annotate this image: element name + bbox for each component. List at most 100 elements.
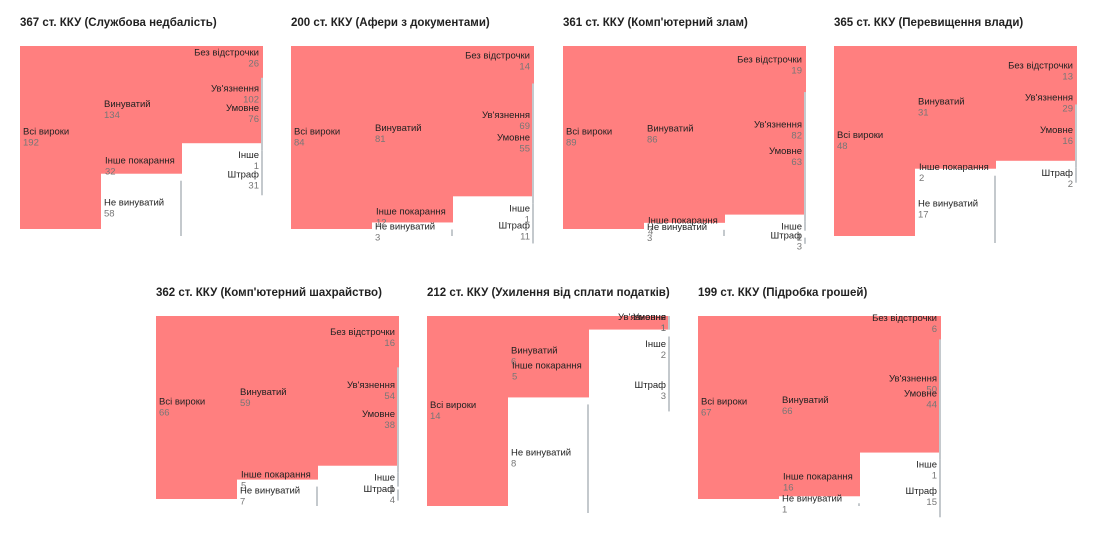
node-otherpun-edge: [804, 221, 806, 230]
value-other: 1: [254, 161, 259, 172]
label-cond: Умовне: [769, 146, 802, 157]
chart-title: 212 ст. ККУ (Ухилення від сплати податкі…: [427, 287, 670, 299]
node-prison: [860, 316, 941, 453]
value-fine: 31: [248, 180, 259, 191]
label-otherpun: Інше покарання: [241, 470, 311, 481]
node-real: [1075, 46, 1077, 98]
value-notguilty: 3: [375, 233, 380, 244]
value-fine: 11: [520, 231, 530, 242]
sankey-chart-367: 367 ст. ККУ (Службова недбалість) Всі ви…: [20, 0, 282, 262]
label-cond: Умовне: [633, 312, 666, 323]
value-prison: 69: [519, 121, 530, 132]
label-all: Всі вироки: [701, 397, 747, 408]
node-real: [532, 46, 534, 77]
label-all: Всі вироки: [566, 127, 612, 138]
value-otherpun: 4: [648, 227, 653, 238]
node-real: [397, 316, 399, 361]
label-real: Без відстрочки: [737, 55, 802, 66]
value-guilty: 86: [647, 134, 658, 145]
label-other: Інше: [781, 222, 802, 233]
label-cond: Умовне: [226, 103, 259, 114]
value-cond: 55: [519, 143, 530, 154]
value-guilty: 66: [782, 406, 793, 417]
node-prison: [318, 316, 399, 466]
value-all: 66: [159, 408, 170, 419]
label-otherpun: Інше покарання: [919, 162, 989, 173]
label-guilty: Винуватий: [240, 387, 287, 398]
label-all: Всі вироки: [837, 130, 883, 141]
value-guilty: 81: [375, 134, 386, 145]
node-fine: [939, 476, 941, 518]
label-fine: Штраф: [771, 231, 803, 242]
node-fine: [668, 370, 670, 412]
node-fine: [261, 165, 263, 196]
sankey-chart-200: 200 ст. ККУ (Афери з документами) Всі ви…: [291, 0, 553, 262]
value-notguilty: 3: [647, 233, 652, 244]
node-guilty: [237, 316, 318, 480]
value-guilty: 134: [104, 110, 120, 121]
value-other: 1: [797, 233, 802, 244]
node-real: [804, 46, 806, 86]
node-fine: [397, 489, 399, 501]
label-guilty: Винуватий: [918, 96, 965, 107]
sankey-chart-212: 212 ст. ККУ (Ухилення від сплати податкі…: [427, 270, 689, 532]
value-prison: 102: [243, 95, 259, 106]
value-otherpun: 16: [783, 482, 794, 493]
label-all: Всі вироки: [23, 127, 69, 138]
node-cond: [532, 83, 534, 204]
value-cond: 76: [248, 114, 259, 125]
node-all: [698, 316, 779, 499]
node-cond: [939, 339, 941, 460]
label-otherpun: Інше покарання: [512, 361, 582, 372]
nodes: [427, 316, 670, 513]
node-other: [261, 157, 263, 159]
value-notguilty: 8: [511, 459, 516, 470]
value-all: 89: [566, 138, 577, 149]
label-real: Без відстрочки: [465, 50, 530, 61]
node-notguilty-edge: [316, 486, 318, 506]
value-notguilty: 17: [918, 209, 929, 220]
sankey-chart-365: 365 ст. ККУ (Перевищення влади) Всі виро…: [834, 0, 1096, 262]
chart-title: 362 ст. ККУ (Комп'ютерний шахрайство): [156, 287, 382, 299]
value-fine: 4: [390, 495, 395, 506]
value-prison: 50: [926, 384, 937, 395]
nodes: [563, 46, 806, 244]
label-all: Всі вироки: [430, 400, 476, 411]
value-otherpun: 5: [512, 372, 517, 383]
value-real: 6: [932, 324, 937, 335]
label-real: Без відстрочки: [872, 313, 937, 324]
node-notguilty-edge: [858, 503, 860, 506]
value-otherpun: 12: [376, 217, 387, 228]
label-fine: Штраф: [1042, 168, 1074, 179]
label-prison: Ув'язнення: [618, 312, 666, 323]
label-notguilty: Не винуватий: [375, 222, 435, 233]
value-prison: 82: [791, 130, 802, 141]
node-cond: [804, 92, 806, 222]
chart-title: 367 ст. ККУ (Службова недбалість): [20, 17, 217, 29]
value-fine: 3: [797, 242, 802, 253]
node-real: [261, 46, 263, 71]
node-other: [804, 228, 806, 231]
node-all: [156, 316, 237, 499]
label-all: Всі вироки: [159, 397, 205, 408]
node-fine: [1075, 174, 1077, 183]
node-guilty: [915, 46, 996, 169]
value-other: 1: [932, 471, 937, 482]
sankey-chart-361: 361 ст. ККУ (Комп'ютерний злам) Всі виро…: [563, 0, 825, 262]
value-guilty: 31: [918, 107, 929, 118]
node-otherpun-edge: [397, 472, 399, 487]
chart-title: 361 ст. ККУ (Комп'ютерний злам): [563, 17, 748, 29]
node-prison: [996, 46, 1077, 161]
label-cond: Умовне: [1040, 125, 1073, 136]
label-real: Без відстрочки: [194, 47, 259, 58]
value-real: 16: [384, 338, 395, 349]
label-otherpun: Інше покарання: [376, 206, 446, 217]
node-all: [834, 46, 915, 236]
value-other: 2: [661, 350, 666, 361]
label-prison: Ув'язнення: [347, 380, 395, 391]
node-notguilty-edge: [994, 175, 996, 243]
